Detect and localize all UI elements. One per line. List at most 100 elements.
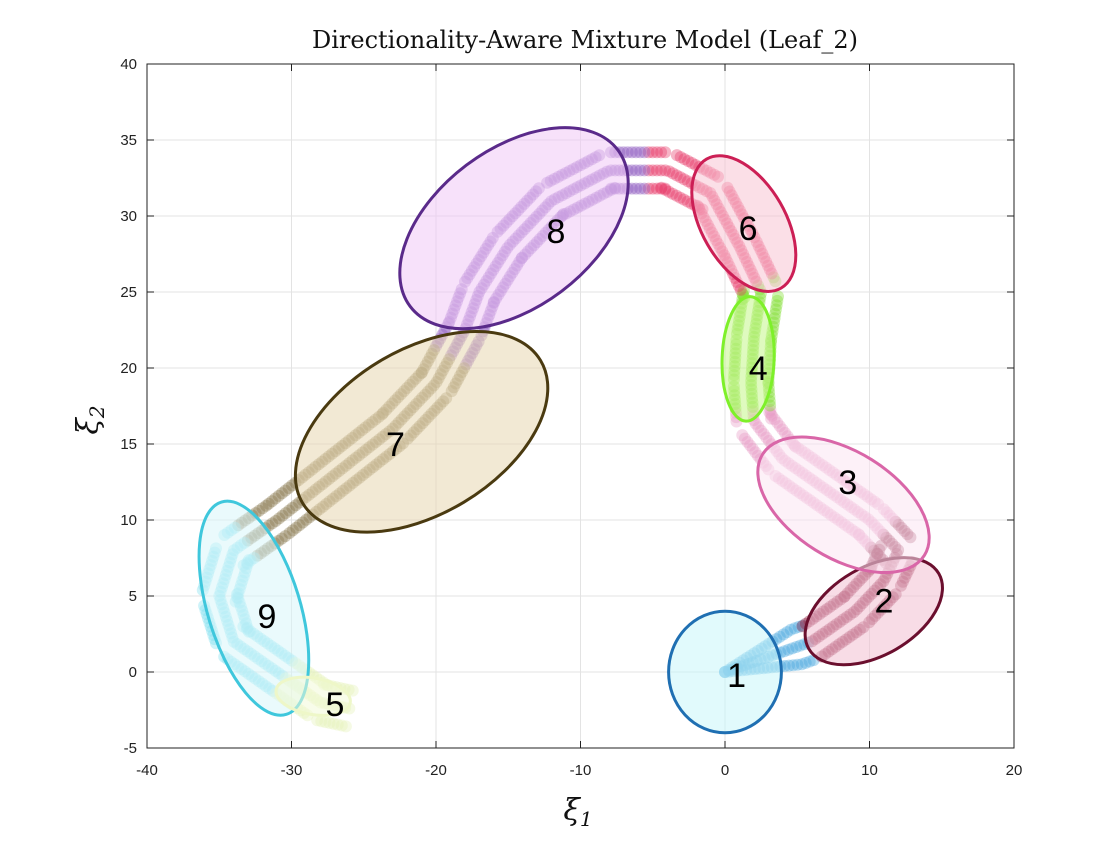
x-tick-label: 0	[721, 762, 729, 779]
cluster-label-5: 5	[325, 686, 344, 724]
trajectory-point	[769, 307, 782, 320]
trajectory-point	[782, 643, 795, 656]
trajectory-point	[757, 428, 770, 440]
trajectory-point	[766, 409, 778, 422]
trajectory-point	[781, 626, 794, 639]
cluster-ellipse-9	[197, 499, 311, 717]
trajectory-point	[650, 182, 663, 195]
cluster-label-4: 4	[749, 350, 768, 388]
trajectory-point	[659, 164, 672, 177]
trajectory-point	[744, 439, 757, 452]
trajectory-point	[269, 492, 282, 505]
trajectory-point	[272, 489, 285, 502]
chart-title: Directionality-Aware Mixture Model (Leaf…	[312, 26, 858, 54]
cluster-label-layer: 1 2 3 4 6 7 8 9 5	[257, 210, 893, 724]
trajectory-point	[655, 164, 668, 177]
cluster-label-3: 3	[838, 464, 857, 502]
trajectory-point	[638, 146, 651, 159]
trajectory-point	[670, 169, 683, 182]
trajectory-point	[682, 155, 695, 167]
trajectory-point	[621, 146, 634, 159]
trajectory-point	[289, 499, 302, 512]
trajectory-point	[770, 299, 783, 312]
trajectory-point	[788, 622, 801, 635]
trajectory-point	[795, 658, 808, 671]
x-tick-label: 10	[861, 762, 878, 779]
trajectory-point	[666, 187, 679, 200]
trajectory-point	[764, 403, 777, 416]
trajectory-point	[634, 164, 647, 177]
trajectory-point	[646, 164, 659, 177]
trajectory-point	[768, 312, 781, 325]
y-tick-label: 15	[120, 436, 137, 453]
trajectory-point	[685, 157, 698, 169]
trajectory-point	[736, 429, 749, 442]
y-axis-label-subscript: 2	[85, 405, 109, 419]
trajectory-point	[763, 406, 776, 419]
x-axis-label-subscript: 1	[580, 807, 593, 831]
trajectory-point	[769, 303, 782, 316]
trajectory-point	[646, 182, 659, 195]
trajectory-point	[331, 718, 344, 731]
trajectory-point	[803, 655, 816, 668]
trajectory-point	[663, 165, 676, 178]
trajectory-point	[734, 283, 747, 296]
trajectory-point	[752, 421, 765, 434]
trajectory-point	[266, 495, 278, 508]
trajectory-point	[746, 442, 759, 455]
trajectory-point	[655, 181, 668, 194]
cluster-ellipse-6	[690, 154, 798, 293]
x-tick-label: 20	[1006, 762, 1023, 779]
trajectory-point	[674, 151, 687, 164]
x-axis-label: ξ1	[563, 793, 592, 831]
cluster-ellipse-3	[756, 435, 931, 575]
trajectory-point	[650, 146, 663, 159]
trajectory-point	[273, 512, 286, 525]
x-axis-label-symbol: ξ	[563, 793, 581, 828]
trajectory-point	[741, 436, 754, 448]
trajectory-point	[283, 504, 296, 517]
trajectory-point	[765, 412, 778, 425]
trajectory-point	[791, 658, 804, 671]
trajectory-point	[335, 719, 348, 732]
cluster-label-6: 6	[739, 210, 758, 248]
trajectory-point	[674, 171, 687, 184]
y-tick-label: 0	[129, 664, 137, 681]
cluster-ellipse-2	[803, 556, 944, 667]
trajectory-point	[283, 527, 296, 539]
trajectory-point	[339, 720, 352, 733]
y-tick-label: 35	[120, 132, 137, 149]
trajectory-point	[275, 532, 288, 545]
trajectory-point	[300, 513, 313, 526]
trajectory-point	[282, 482, 295, 494]
trajectory-point	[346, 684, 359, 697]
cluster-label-1: 1	[727, 657, 746, 695]
trajectory-point	[642, 164, 655, 177]
y-tick-label: 20	[120, 360, 137, 377]
trajectory-point	[276, 509, 289, 522]
trajectory-point	[642, 182, 655, 195]
trajectory-point	[279, 530, 292, 543]
trajectory-point	[792, 620, 805, 633]
trajectory-point	[630, 146, 642, 159]
trajectory-point	[260, 499, 273, 512]
trajectory-point	[778, 645, 791, 658]
trajectory-point	[773, 630, 786, 643]
trajectory-point	[777, 628, 790, 641]
trajectory-point	[262, 497, 275, 510]
trajectory-point	[638, 164, 651, 177]
trajectory-point	[279, 507, 292, 520]
trajectory-point	[771, 294, 784, 307]
trajectory-point	[678, 153, 691, 166]
trajectory-point	[749, 446, 762, 459]
trajectory-point	[276, 487, 288, 500]
trajectory-point	[311, 714, 324, 727]
trajectory-point	[625, 146, 638, 159]
trajectory-point	[269, 515, 282, 527]
trajectory-point	[286, 524, 299, 537]
trajectory-point	[771, 416, 784, 429]
y-tick-label: 40	[120, 56, 137, 73]
